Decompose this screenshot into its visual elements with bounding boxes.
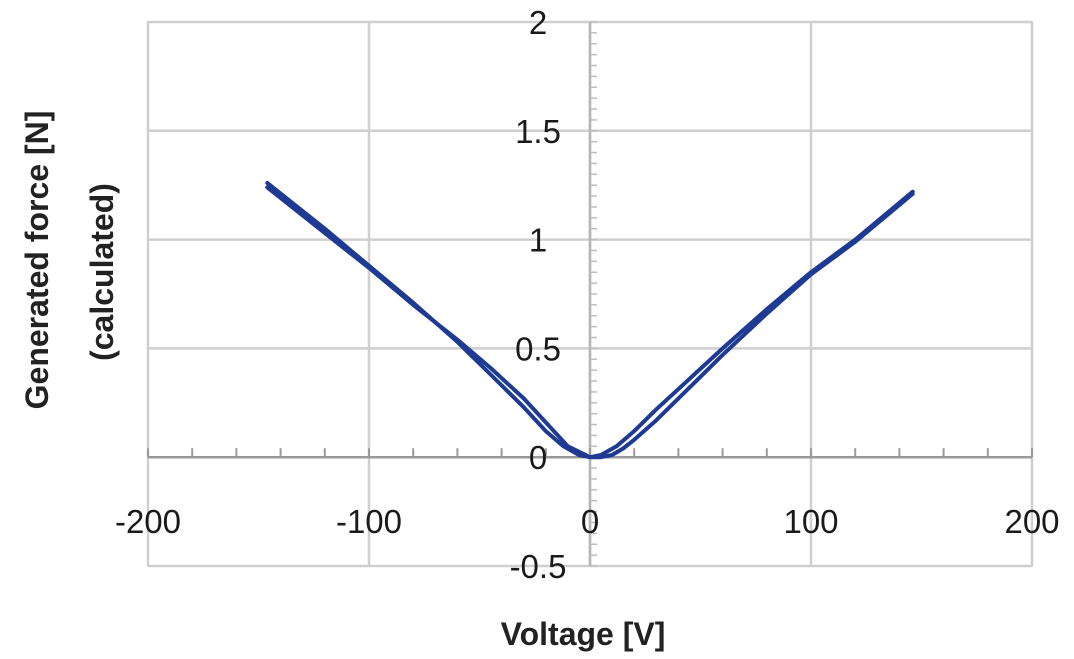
y-tick-label: 2 xyxy=(529,4,547,41)
x-tick-label: 200 xyxy=(1004,503,1059,540)
x-tick-label: -100 xyxy=(336,503,402,540)
y-tick-label: 1 xyxy=(529,222,547,259)
x-axis-title: Voltage [V] xyxy=(501,616,666,652)
x-tick-label: 0 xyxy=(581,503,599,540)
y-axis-title-line-2: (calculated) xyxy=(84,183,120,361)
y-tick-label: -0.5 xyxy=(510,548,567,585)
y-tick-labels: -0.5 0 0.5 1 1.5 2 xyxy=(510,4,567,585)
x-tick-label: -200 xyxy=(115,503,181,540)
series-lines xyxy=(265,181,915,460)
series-line-2 xyxy=(265,185,915,460)
y-tick-label: 0 xyxy=(529,439,547,476)
y-tick-label: 1.5 xyxy=(515,113,561,150)
y-axis-title-line-1: Generated force [N] xyxy=(19,111,55,410)
x-tick-label: 100 xyxy=(783,503,838,540)
minor-ticks xyxy=(147,21,1033,567)
x-tick-labels: -200 -100 0 100 200 xyxy=(115,503,1060,540)
y-tick-label: 0.5 xyxy=(515,330,561,367)
